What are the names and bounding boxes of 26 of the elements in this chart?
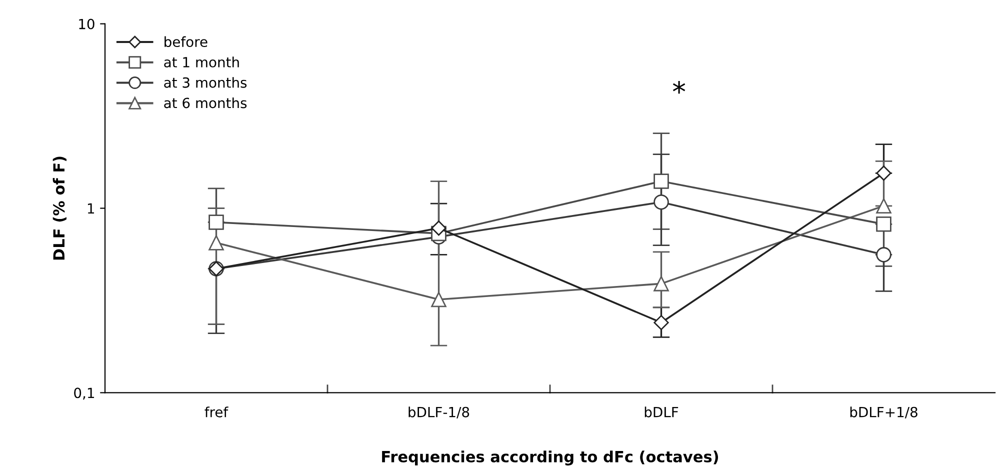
legend-label: at 1 month	[164, 56, 239, 68]
x-tick-label: bDLF+1/8	[850, 406, 918, 418]
point	[876, 247, 892, 262]
point	[876, 216, 892, 232]
point	[654, 174, 669, 189]
point	[876, 166, 892, 181]
y-tick-label: 10	[79, 18, 94, 30]
point	[654, 194, 669, 210]
legend-label: at 6 months	[164, 97, 247, 108]
point	[431, 292, 446, 308]
x-axis-title: Frequencies according to dFc (octaves)	[382, 450, 718, 466]
x-tick-label: bDLF	[644, 406, 678, 418]
point	[876, 198, 892, 214]
point	[431, 220, 446, 236]
annotation: *	[672, 80, 686, 94]
x-tick-label: bDLF-1/8	[408, 406, 470, 418]
point	[654, 315, 669, 330]
point	[654, 276, 669, 292]
point	[208, 235, 224, 250]
legend-label: at 3 months	[164, 77, 247, 88]
legend-label: before	[164, 36, 208, 48]
y-tick-label: 1	[88, 203, 94, 214]
x-tick-label: fref	[204, 406, 228, 418]
y-tick-label: 0,1	[74, 388, 94, 400]
y-axis-title: DLF (% of F)	[52, 156, 66, 260]
point	[208, 214, 224, 230]
